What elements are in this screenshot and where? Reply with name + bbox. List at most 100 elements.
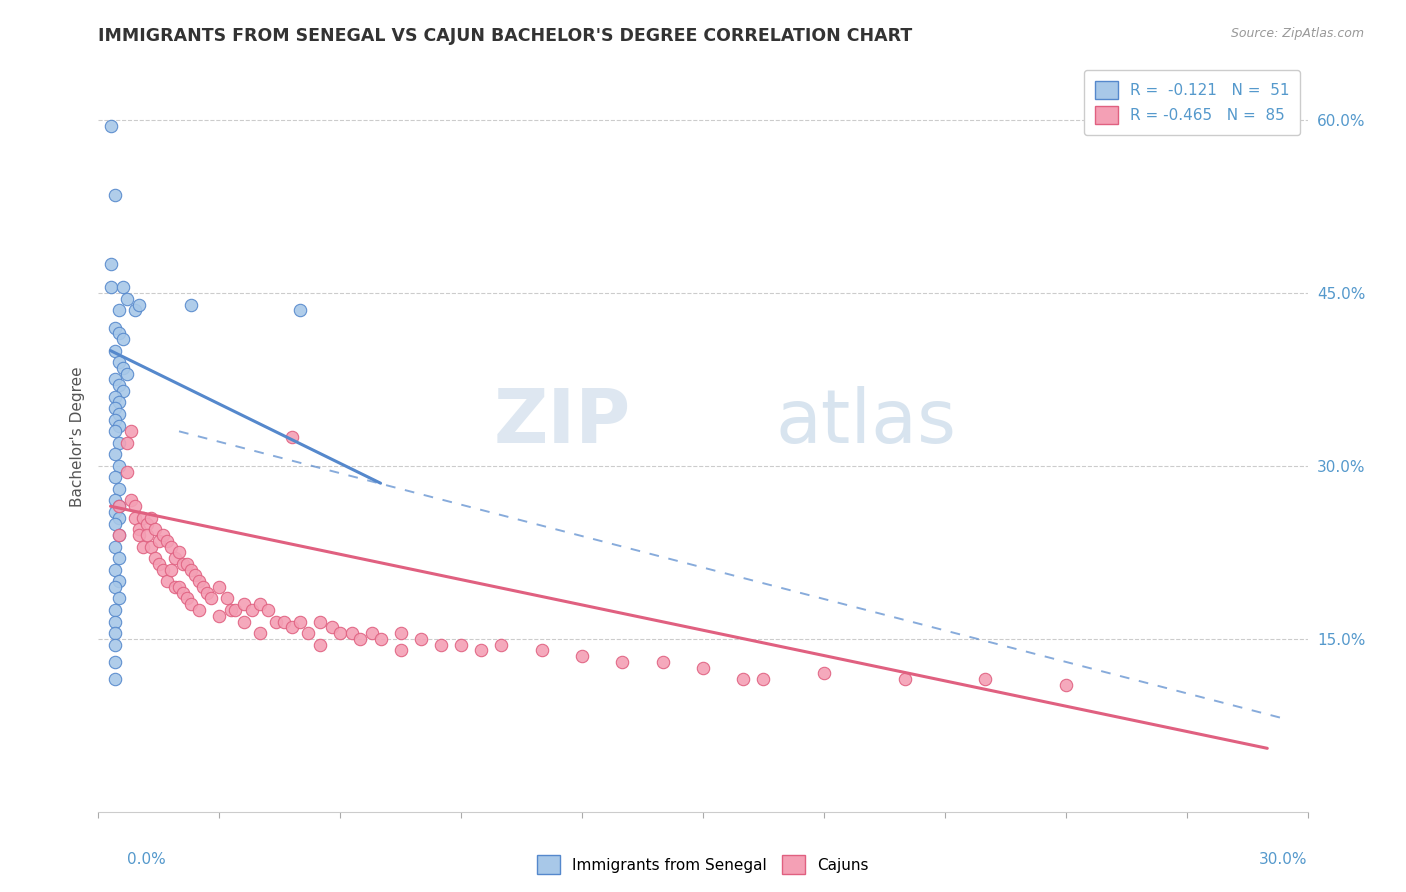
Point <box>143 522 166 536</box>
Point <box>188 603 211 617</box>
Point <box>103 425 125 439</box>
Point <box>132 540 155 554</box>
Point <box>124 510 146 524</box>
Y-axis label: Bachelor's Degree: Bachelor's Degree <box>69 367 84 508</box>
Point <box>224 603 246 617</box>
Point <box>107 510 129 524</box>
Point <box>249 597 271 611</box>
Text: 0.0%: 0.0% <box>127 852 166 867</box>
Point <box>132 510 155 524</box>
Point <box>107 482 129 496</box>
Point <box>103 615 125 629</box>
Point <box>128 528 150 542</box>
Text: ZIP: ZIP <box>494 385 630 458</box>
Point <box>221 603 243 617</box>
Point <box>176 591 198 606</box>
Point <box>167 580 190 594</box>
Point <box>103 470 125 484</box>
Point <box>217 591 239 606</box>
Point <box>450 638 472 652</box>
Point <box>148 557 170 571</box>
Point <box>115 465 138 479</box>
Point <box>100 119 122 133</box>
Point <box>281 430 304 444</box>
Point <box>107 407 129 421</box>
Point <box>813 666 835 681</box>
Point <box>103 540 125 554</box>
Point <box>180 297 202 311</box>
Point <box>163 580 186 594</box>
Point <box>135 528 157 542</box>
Point <box>107 591 129 606</box>
Point <box>107 528 129 542</box>
Point <box>163 551 186 566</box>
Point <box>309 615 332 629</box>
Point <box>111 332 134 346</box>
Point <box>193 580 215 594</box>
Point <box>309 638 332 652</box>
Point <box>1054 678 1077 692</box>
Point <box>329 626 352 640</box>
Point <box>124 303 146 318</box>
Point <box>111 384 134 398</box>
Point <box>100 257 122 271</box>
Point <box>612 655 634 669</box>
Point <box>148 533 170 548</box>
Point <box>530 643 553 657</box>
Point <box>103 672 125 686</box>
Point <box>103 580 125 594</box>
Point <box>107 458 129 473</box>
Point <box>103 413 125 427</box>
Point <box>107 435 129 450</box>
Point <box>256 603 278 617</box>
Point <box>571 649 593 664</box>
Point <box>288 615 311 629</box>
Point <box>103 563 125 577</box>
Legend: Immigrants from Senegal, Cajuns: Immigrants from Senegal, Cajuns <box>531 849 875 880</box>
Point <box>135 516 157 531</box>
Point <box>103 401 125 416</box>
Point <box>139 540 162 554</box>
Point <box>389 626 412 640</box>
Point <box>103 603 125 617</box>
Point <box>128 522 150 536</box>
Text: atlas: atlas <box>776 385 956 458</box>
Text: Source: ZipAtlas.com: Source: ZipAtlas.com <box>1230 27 1364 40</box>
Point <box>152 528 174 542</box>
Point <box>430 638 453 652</box>
Point <box>208 580 231 594</box>
Point <box>103 626 125 640</box>
Point <box>107 551 129 566</box>
Point <box>103 372 125 386</box>
Point <box>297 626 319 640</box>
Point <box>107 355 129 369</box>
Point <box>232 597 254 611</box>
Point <box>180 597 202 611</box>
Point <box>100 280 122 294</box>
Point <box>103 343 125 358</box>
Point <box>103 638 125 652</box>
Point <box>120 493 142 508</box>
Point <box>172 585 194 599</box>
Point <box>124 500 146 514</box>
Point <box>176 557 198 571</box>
Point <box>107 326 129 341</box>
Point <box>156 533 179 548</box>
Point <box>288 303 311 318</box>
Point <box>470 643 492 657</box>
Point <box>107 528 129 542</box>
Point <box>200 591 222 606</box>
Point <box>893 672 915 686</box>
Point <box>107 303 129 318</box>
Point <box>342 626 364 640</box>
Point <box>188 574 211 589</box>
Point <box>107 500 129 514</box>
Point <box>651 655 673 669</box>
Point <box>752 672 775 686</box>
Point <box>111 280 134 294</box>
Point <box>208 608 231 623</box>
Point <box>232 615 254 629</box>
Point <box>240 603 263 617</box>
Point <box>107 418 129 433</box>
Point <box>120 425 142 439</box>
